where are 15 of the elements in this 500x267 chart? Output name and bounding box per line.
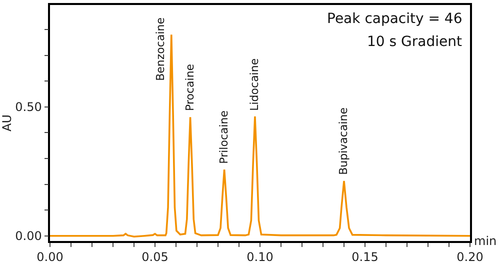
y-tick-label: 0.50 [15, 100, 42, 114]
annotation: Benzocaine [154, 17, 167, 81]
x-tick-label: 0.05 [142, 250, 168, 264]
annotation: Bupivacaine [337, 107, 350, 175]
y-axis-title: AU [0, 114, 14, 132]
x-tick-label: 0.15 [352, 250, 378, 264]
annotation: 10 s Gradient [367, 34, 462, 50]
annotation: Procaine [184, 64, 197, 111]
x-tick-label: 0.10 [246, 250, 274, 264]
x-tick-label: 0.20 [456, 250, 484, 264]
annotation: Prilocaine [218, 110, 231, 164]
x-axis-title: min [474, 234, 497, 248]
annotation: Lidocaine [248, 58, 262, 111]
x-tick-label: 0.00 [36, 250, 64, 264]
annotation: Peak capacity = 46 [327, 11, 462, 27]
